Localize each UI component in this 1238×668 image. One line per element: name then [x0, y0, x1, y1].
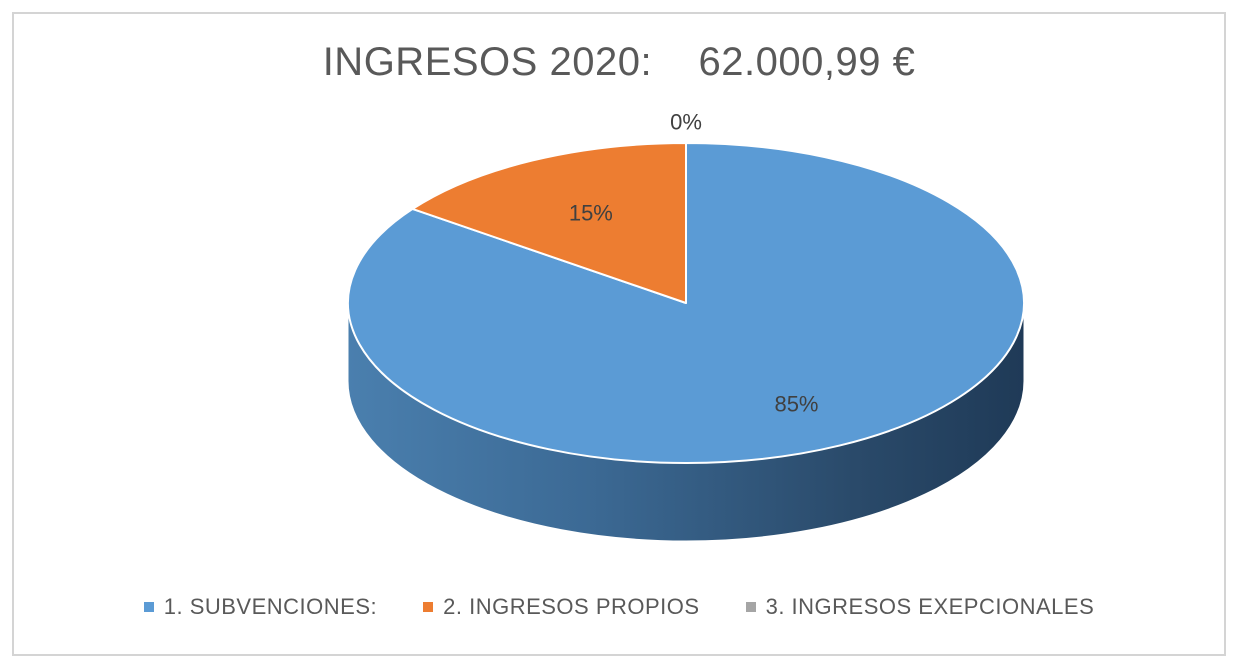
data-label-ingresos-propios: 15%	[569, 200, 613, 225]
legend-item-subvenciones: 1. SUBVENCIONES:	[143, 594, 378, 620]
pie-slice-subvenciones	[347, 142, 1025, 464]
pie-labels: 85% 15% 0%	[569, 110, 819, 417]
legend-label-ingresos-propios: 2. INGRESOS PROPIOS	[443, 594, 700, 619]
legend-label-ingresos-exepcionales: 3. INGRESOS EXEPCIONALES	[765, 594, 1095, 619]
legend-swatch-ingresos-exepcionales	[745, 602, 756, 612]
data-label-subvenciones: 85%	[774, 391, 818, 416]
pie-slice-ingresos-propios	[411, 142, 687, 304]
legend-swatch-subvenciones	[143, 602, 154, 612]
legend-item-ingresos-exepcionales: 3. INGRESOS EXEPCIONALES	[745, 594, 1095, 620]
legend-label-subvenciones: 1. SUBVENCIONES:	[163, 594, 378, 619]
data-label-ingresos-exepcionales: 0%	[670, 110, 702, 135]
legend: 1. SUBVENCIONES: 2. INGRESOS PROPIOS 3. …	[0, 594, 1238, 620]
pie-top	[347, 142, 1025, 464]
chart-title: INGRESOS 2020: 62.000,99 €	[322, 40, 916, 84]
legend-swatch-ingresos-propios	[423, 602, 434, 612]
legend-item-ingresos-propios: 2. INGRESOS PROPIOS	[423, 594, 699, 620]
